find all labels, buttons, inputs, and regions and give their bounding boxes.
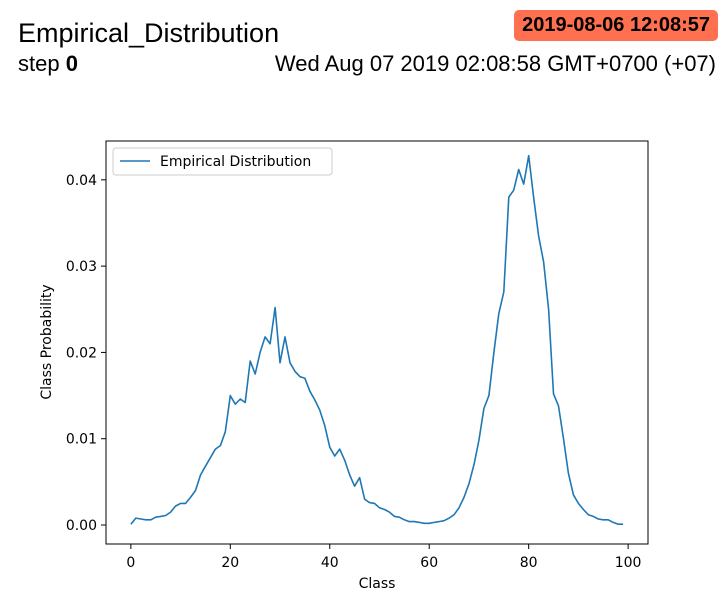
y-tick-label: 0.01 [66, 432, 97, 448]
legend: Empirical Distribution [112, 147, 333, 176]
x-tick-label: 40 [321, 555, 339, 571]
y-tick-label: 0.03 [66, 259, 97, 275]
wall-time: Wed Aug 07 2019 02:08:58 GMT+0700 (+07) [274, 51, 716, 76]
y-tick-label: 0.00 [66, 518, 97, 534]
x-tick-label: 20 [221, 555, 239, 571]
legend-box [112, 147, 333, 176]
timestamp-badge: 2019-08-06 12:08:57 [514, 10, 718, 41]
x-tick-label: 60 [420, 555, 438, 571]
x-axis-label: Class [359, 576, 396, 592]
step-label: step [18, 51, 60, 76]
plot-frame [105, 140, 649, 545]
x-tick-label: 80 [520, 555, 538, 571]
y-tick-label: 0.02 [66, 345, 97, 361]
series-line-empirical-distribution [130, 154, 624, 525]
chart-title: Empirical_Distribution [18, 18, 280, 48]
step-value: 0 [65, 51, 78, 76]
axis-ticks: 0 20 40 60 80 100 0.00 0.01 0.02 0.03 0.04 [66, 173, 642, 571]
x-tick-label: 0 [126, 555, 135, 571]
step-indicator: step 0 [18, 50, 78, 78]
legend-entry-label: Empirical Distribution [160, 154, 311, 170]
y-tick-label: 0.04 [66, 173, 97, 189]
x-tick-label: 100 [615, 555, 642, 571]
y-axis-label: Class Probability [39, 284, 55, 399]
